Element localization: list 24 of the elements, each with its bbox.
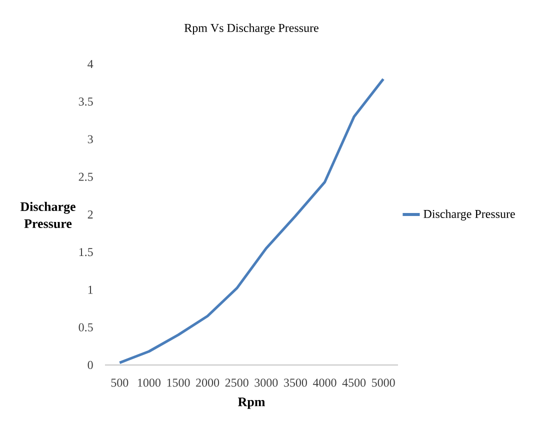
x-tick-label: 3000 [254, 378, 278, 387]
x-tick-label: 3500 [284, 378, 307, 387]
x-tick-label: 4000 [312, 378, 336, 387]
x-tick-label: 1500 [167, 378, 190, 387]
x-axis-title: Rpm [238, 398, 265, 409]
x-tick-label: 2500 [225, 378, 248, 387]
y-tick-label: 1.5 [79, 248, 93, 256]
x-tick-label: 4500 [342, 378, 366, 387]
y-axis-title: Discharge Pressure [20, 202, 76, 228]
x-tick-label: 1000 [138, 378, 160, 387]
chart-title: Rpm Vs Discharge Pressure [184, 24, 318, 34]
y-tick-label: 2.5 [78, 172, 93, 181]
y-tick-label: 0 [88, 360, 93, 370]
y-tick-label: 3.5 [78, 98, 93, 106]
legend-label: Discharge Pressure [424, 210, 515, 220]
line-series [118, 78, 385, 364]
y-tick-label: 2 [88, 210, 93, 218]
y-tick-label: 4 [88, 60, 94, 68]
x-tick-label: 2000 [196, 378, 220, 387]
y-tick-label: 3 [88, 135, 93, 144]
y-tick-label: 0.5 [78, 323, 93, 332]
y-tick-label: 1 [88, 286, 93, 294]
x-tick-label: 500 [111, 378, 128, 387]
x-tick-label: 5000 [372, 378, 395, 387]
